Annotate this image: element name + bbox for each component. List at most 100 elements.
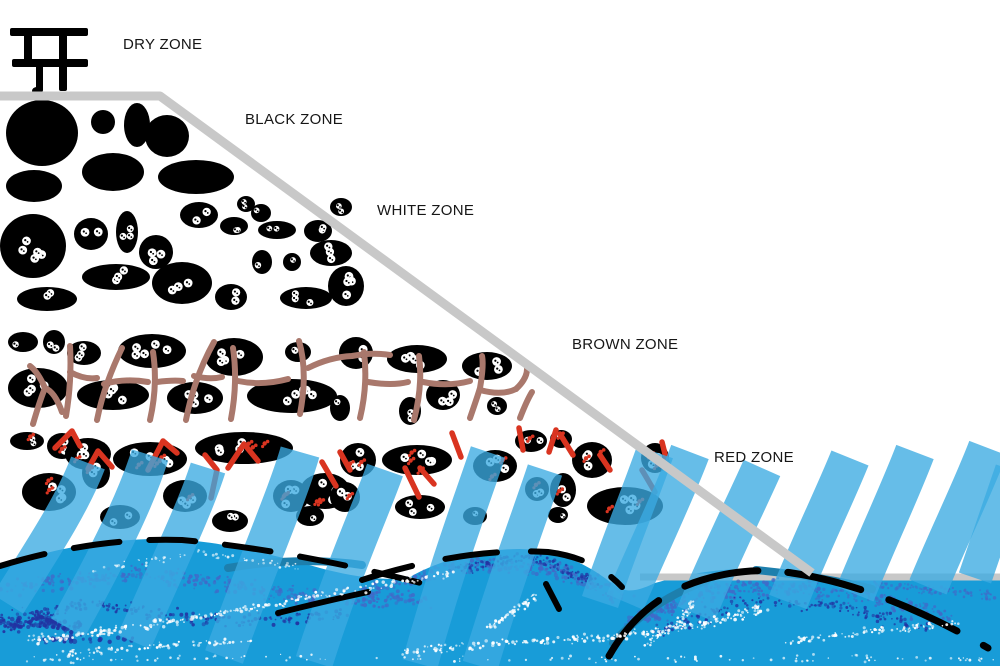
barnacle-dot [327, 254, 336, 264]
rockweed-strand [154, 377, 186, 385]
red-algae-fleck [316, 498, 326, 507]
barnacle-dot [93, 227, 103, 237]
red-algae-fleck [345, 491, 355, 501]
barnacle-dot [76, 350, 85, 359]
barnacle-dot [254, 261, 262, 269]
barnacle-dot [52, 344, 60, 352]
rock-body [10, 432, 44, 450]
splash-wave-band [958, 464, 1000, 584]
slope-outline [0, 91, 815, 577]
rock-body [220, 217, 248, 235]
barnacle-dot [536, 437, 544, 445]
barnacle-dot [192, 216, 201, 225]
barnacle-dot [290, 257, 296, 263]
red-algae-fleck [357, 458, 367, 467]
barnacle-dot [140, 349, 150, 359]
barnacle-dot [147, 248, 157, 258]
rock-body [280, 287, 332, 309]
zone-label-dry: DRY ZONE [123, 36, 203, 53]
barnacle-dot [241, 199, 247, 205]
barnacle-dot [335, 203, 342, 209]
rock [8, 332, 38, 352]
zone-label-white: WHITE ZONE [377, 202, 475, 219]
barnacle-dot [148, 256, 158, 266]
barnacle-dot [80, 227, 90, 237]
rock-body [251, 204, 271, 222]
barnacle-dot [204, 394, 213, 404]
wave-crest-stroke [0, 536, 428, 587]
rock-body [116, 211, 138, 253]
barnacle-dot [113, 272, 123, 281]
barnacle-dot [310, 515, 317, 522]
barnacle-dot [448, 390, 458, 399]
rock [82, 264, 150, 290]
barnacle-dot [491, 401, 498, 407]
barnacle-dot [162, 345, 172, 355]
rock-body [145, 115, 189, 157]
red-algae-strand [546, 427, 559, 455]
rockweed-strand [517, 389, 535, 421]
rock [330, 198, 352, 216]
red-algae-fleck [526, 434, 535, 443]
rock [310, 240, 352, 266]
rock-body [8, 332, 38, 352]
zone-label-red: RED ZONE [714, 449, 794, 466]
red-algae-fleck [44, 476, 54, 486]
rockweed-strand [420, 378, 473, 388]
barnacle-dot [319, 224, 327, 232]
barnacle-dot [253, 207, 260, 214]
barnacle-dot [324, 242, 333, 251]
barnacle-dot [242, 204, 248, 210]
rock [6, 100, 78, 166]
red-algae-fleck [406, 456, 416, 466]
barnacle-dot [156, 249, 166, 259]
barnacle-dot [318, 478, 328, 488]
barnacle-dot [500, 464, 510, 474]
red-algae-strand [557, 431, 576, 458]
rock [330, 395, 350, 421]
rock [296, 506, 324, 526]
barnacle-dot [273, 225, 280, 232]
shore-structure-bar [59, 31, 67, 91]
rockweed-strand [357, 349, 369, 421]
rockweed-strand [235, 376, 291, 387]
barnacle-dot [408, 508, 417, 516]
barnacle-dot [424, 457, 434, 466]
red-algae-strand [319, 459, 339, 489]
shore-structure-icon [10, 28, 88, 92]
rock [139, 235, 173, 269]
rock-body [82, 153, 144, 191]
rockweed-layer [27, 338, 535, 427]
rock [572, 442, 612, 478]
wave-crest-stroke [605, 567, 992, 660]
rock [382, 445, 452, 475]
barnacle-dot [291, 389, 301, 399]
barnacle-dot [336, 487, 346, 497]
barnacle-dot [562, 493, 571, 502]
rock-body [180, 202, 218, 228]
rock-body [330, 395, 350, 421]
barnacle-dot [308, 390, 317, 400]
red-algae-strand [225, 441, 261, 471]
zone-label-black: BLACK ZONE [245, 111, 344, 128]
splash-wave-band [581, 445, 673, 609]
rock-body [215, 284, 247, 310]
rock-body [548, 507, 568, 523]
rock [116, 211, 138, 253]
barnacle-dot [417, 449, 427, 459]
rock [251, 204, 271, 222]
rock-body [91, 110, 115, 134]
foam-layer [25, 549, 994, 665]
barnacle-dot [18, 245, 28, 255]
barnacle-dot [438, 396, 447, 406]
barnacle-dot [426, 503, 435, 512]
barnacle-dot [400, 453, 410, 463]
barnacle-dot [27, 384, 36, 394]
red-algae-fleck [582, 454, 591, 463]
splash-wave-band [836, 444, 934, 602]
rock [395, 495, 445, 519]
red-algae-strand [417, 465, 437, 487]
rockweed-strand [365, 379, 411, 387]
red-algae-strand [402, 465, 422, 500]
